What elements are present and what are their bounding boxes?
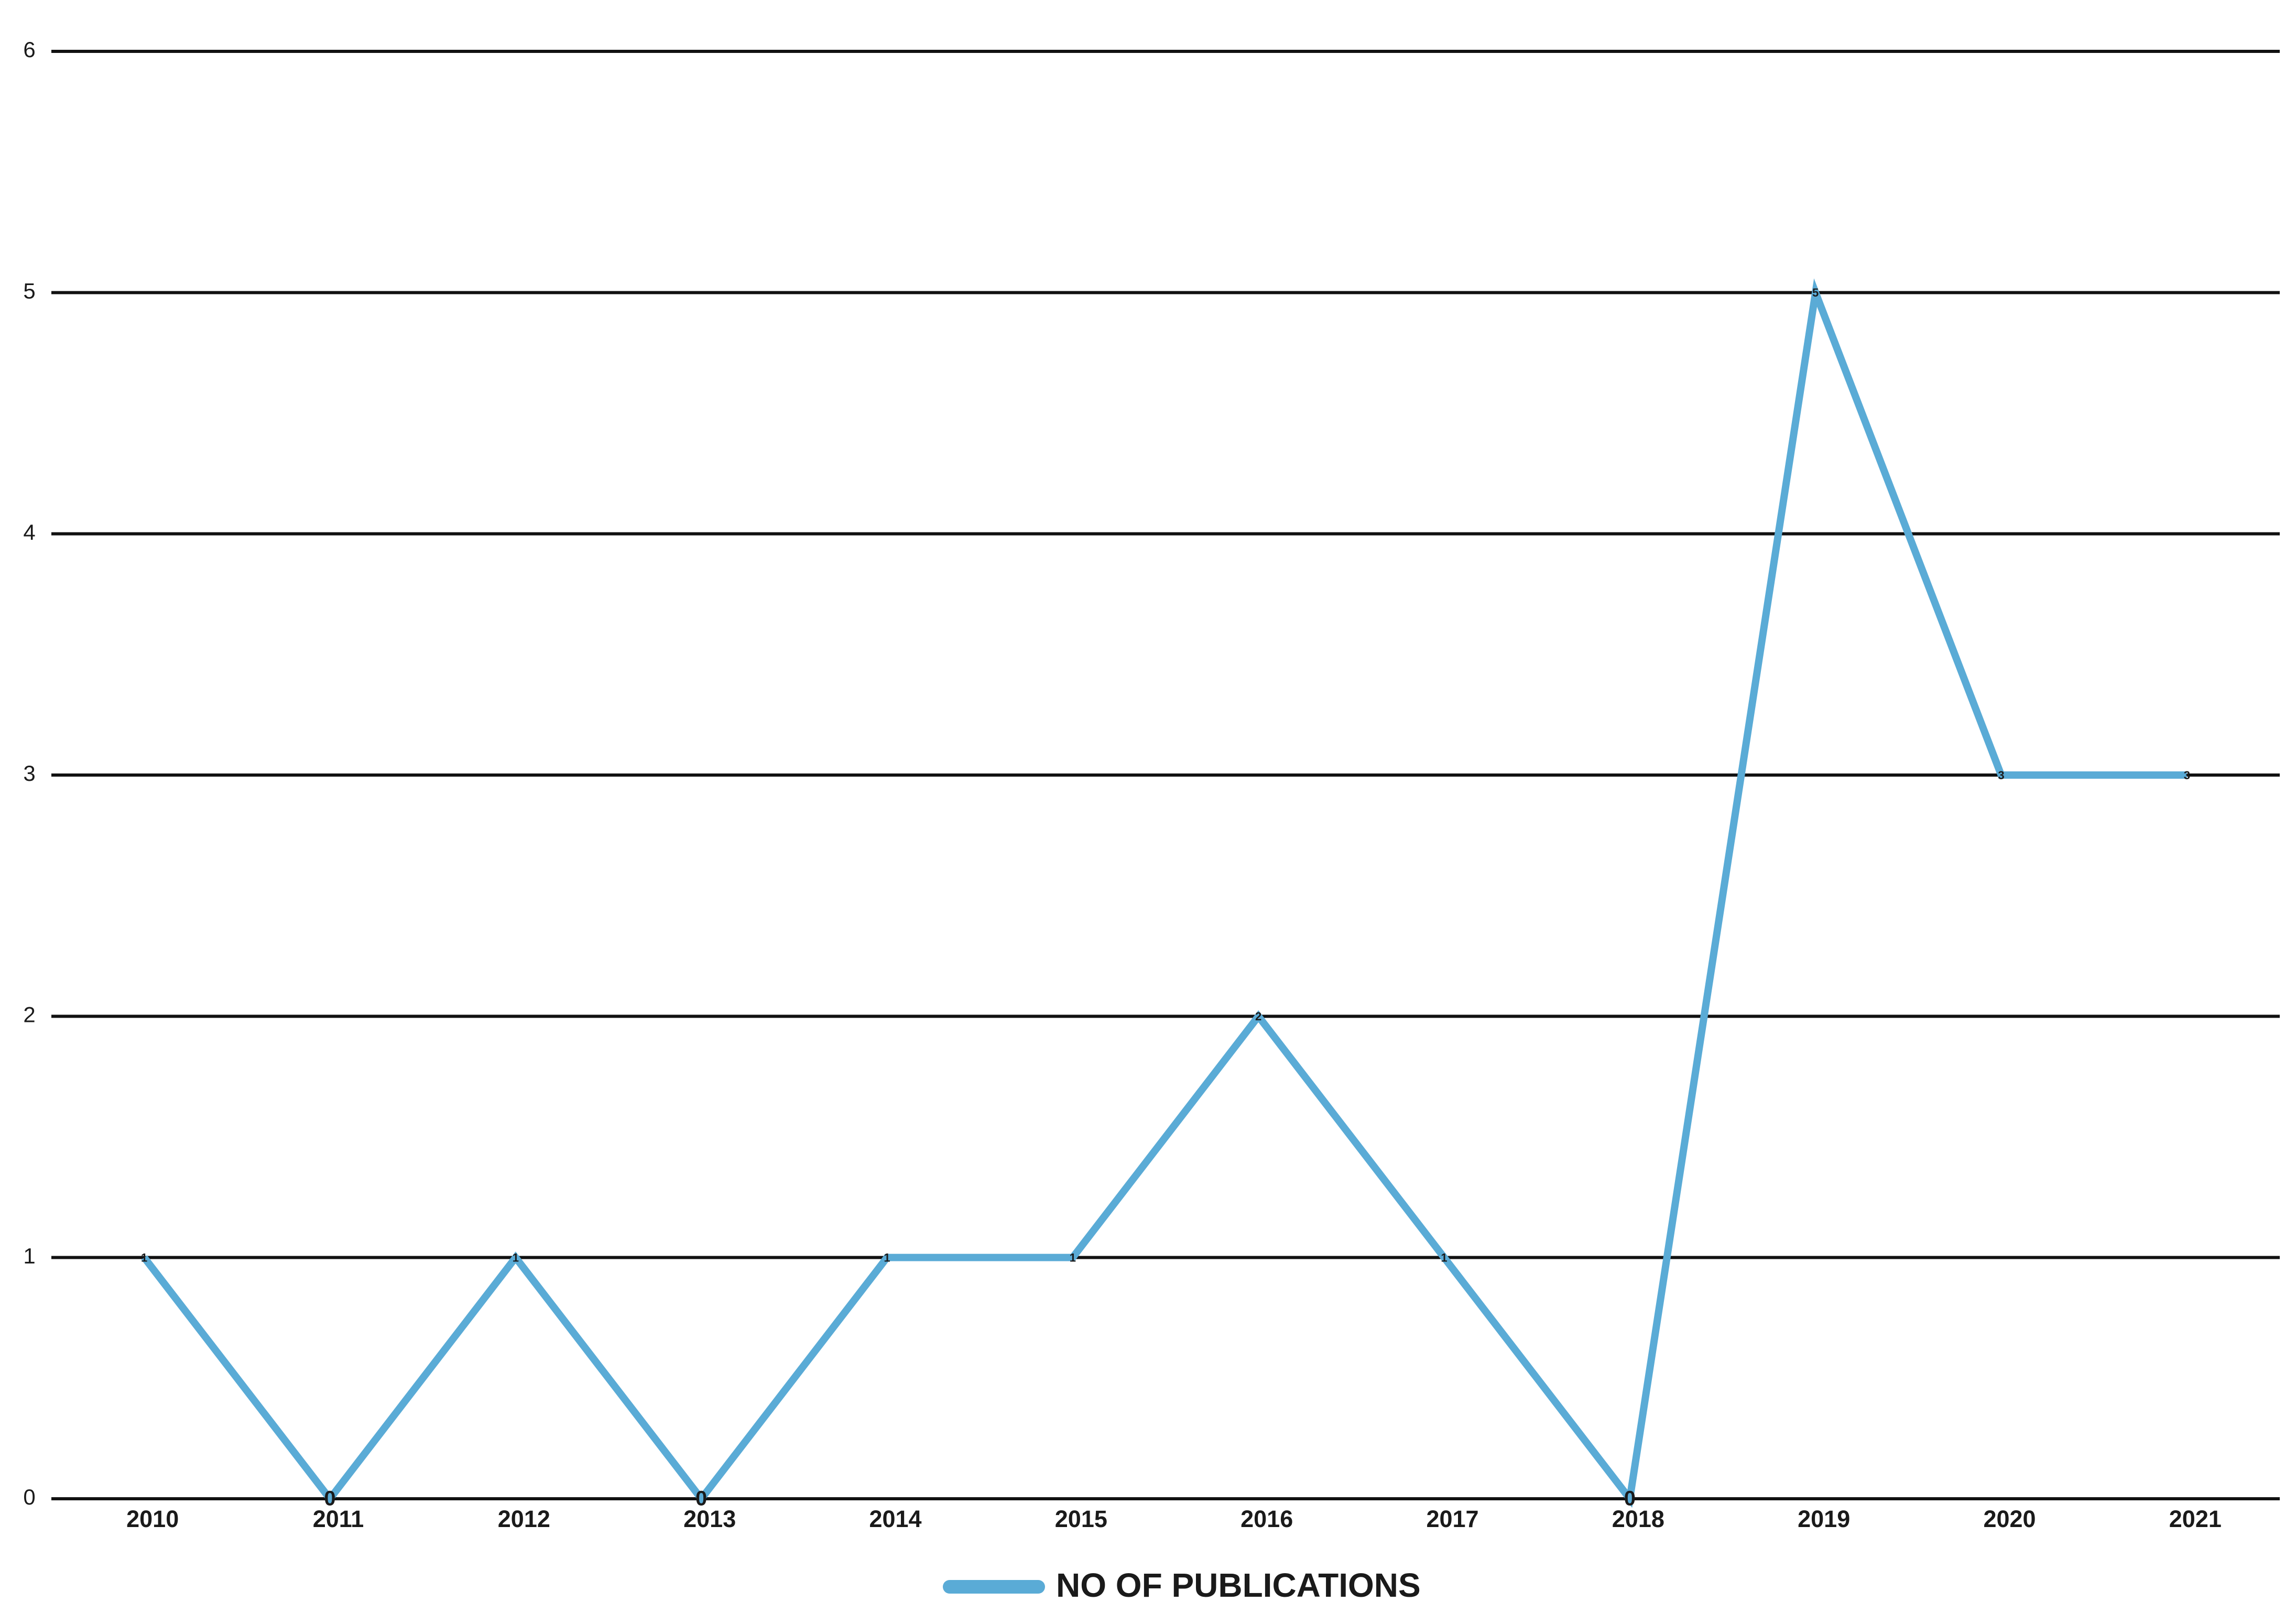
x-tick-label: 2021 xyxy=(2169,1506,2222,1532)
data-line xyxy=(141,278,2187,1508)
y-tick-label: 4 xyxy=(23,520,35,544)
data-label: 0 xyxy=(324,1487,335,1510)
data-label: 3 xyxy=(2184,769,2190,782)
x-tick-label: 2018 xyxy=(1612,1506,1664,1532)
data-label: 1 xyxy=(1070,1251,1076,1264)
y-tick-label: 0 xyxy=(23,1485,35,1509)
data-label: 0 xyxy=(1624,1487,1636,1510)
x-tick-label: 2011 xyxy=(313,1506,364,1532)
y-tick-label: 6 xyxy=(23,37,35,62)
data-label: 1 xyxy=(884,1251,890,1264)
data-label: 0 xyxy=(695,1487,707,1510)
legend-label: NO OF PUBLICATIONS xyxy=(1056,1566,1421,1604)
x-tick-label: 2013 xyxy=(683,1506,736,1532)
y-tick-label: 5 xyxy=(23,278,35,303)
x-tick-label: 2016 xyxy=(1241,1506,1293,1532)
data-label: 1 xyxy=(141,1251,147,1264)
x-tick-label: 2019 xyxy=(1798,1506,1850,1532)
data-label: 1 xyxy=(513,1251,519,1264)
y-tick-label: 2 xyxy=(23,1002,35,1027)
x-tick-label: 2015 xyxy=(1055,1506,1107,1532)
data-label: 5 xyxy=(1812,286,1819,299)
y-tick-label: 1 xyxy=(23,1244,35,1268)
data-label: 3 xyxy=(1998,769,2004,782)
x-tick-label: 2020 xyxy=(1983,1506,2036,1532)
x-tick-label: 2014 xyxy=(869,1506,921,1532)
x-tick-label: 2012 xyxy=(498,1506,550,1532)
data-label: 1 xyxy=(1441,1251,1447,1264)
y-tick-label: 3 xyxy=(23,761,35,786)
data-label: 2 xyxy=(1255,1010,1261,1023)
x-tick-label: 2010 xyxy=(126,1506,179,1532)
x-tick-label: 2017 xyxy=(1426,1506,1478,1532)
